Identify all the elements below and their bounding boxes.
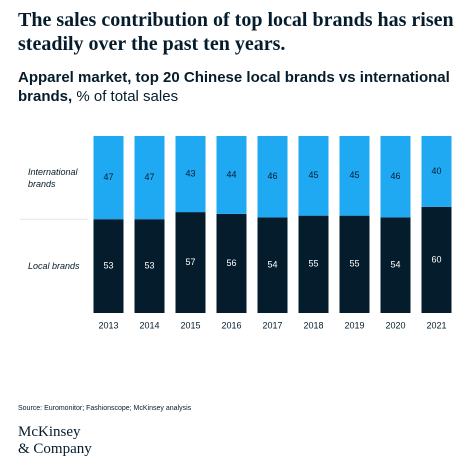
source: Source: Euromonitor; Fashionscope; McKin… <box>18 405 192 412</box>
bar-segment <box>175 212 206 313</box>
bar-segment <box>421 206 452 313</box>
data-label: 44 <box>226 169 236 179</box>
x-tick-label: 2014 <box>139 320 159 330</box>
x-tick-label: 2013 <box>98 320 118 330</box>
subtitle: Apparel market, top 20 Chinese local bra… <box>18 68 458 106</box>
data-label: 54 <box>267 260 277 270</box>
x-tick-label: 2021 <box>426 320 446 330</box>
bar-segment <box>339 215 370 313</box>
bar-segment <box>380 217 411 313</box>
bar-segment <box>298 136 329 216</box>
unit: % of total sales <box>76 88 179 105</box>
bar-segment <box>298 215 329 313</box>
bar-segment <box>216 213 247 313</box>
data-label: 45 <box>349 170 359 180</box>
x-tick-label: 2019 <box>344 320 364 330</box>
bar-segment <box>380 136 411 218</box>
legend-label: Local brands <box>28 261 80 272</box>
bar-segment <box>93 219 124 313</box>
bar-segment <box>421 136 452 207</box>
bar-segment <box>175 136 206 213</box>
subtitle-text: Apparel market, top 20 Chinese local bra… <box>18 69 450 105</box>
data-label: 57 <box>185 257 195 267</box>
data-label: 40 <box>431 166 441 176</box>
data-label: 55 <box>308 259 318 269</box>
logo-line: & Company <box>18 441 92 457</box>
data-label: 53 <box>144 260 154 270</box>
bar-segment <box>134 136 165 220</box>
data-label: 60 <box>431 254 441 264</box>
data-label: 56 <box>226 258 236 268</box>
x-tick-label: 2018 <box>303 320 323 330</box>
data-label: 54 <box>390 260 400 270</box>
x-tick-label: 2016 <box>221 320 241 330</box>
x-tick-label: 2020 <box>385 320 405 330</box>
chart-title: The sales contribution of top local bran… <box>18 9 454 55</box>
data-label: 45 <box>308 170 318 180</box>
x-tick-label: 2015 <box>180 320 200 330</box>
bar-segment <box>134 219 165 313</box>
legend-label: International brands <box>28 166 78 189</box>
data-label: 43 <box>185 168 195 178</box>
logo: McKinsey & Company <box>18 424 92 458</box>
bar-segment <box>339 136 370 216</box>
data-label: 47 <box>144 172 154 182</box>
data-label: 46 <box>267 171 277 181</box>
x-tick-label: 2017 <box>262 320 282 330</box>
data-label: 47 <box>103 172 113 182</box>
logo-line: McKinsey <box>18 424 81 440</box>
bar-segment <box>216 136 247 214</box>
data-label: 53 <box>103 260 113 270</box>
bar-segment <box>257 136 288 218</box>
data-label: 46 <box>390 171 400 181</box>
data-label: 55 <box>349 259 359 269</box>
bar-segment <box>257 217 288 313</box>
bar-segment <box>93 136 124 220</box>
